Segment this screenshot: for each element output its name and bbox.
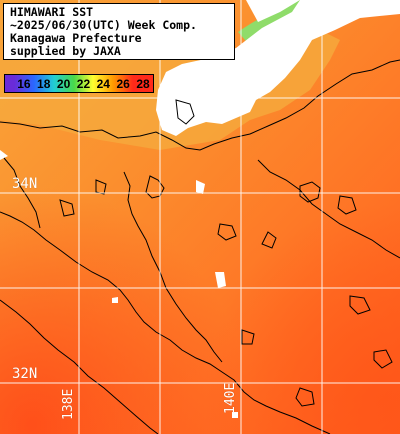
cluster-contour-11 (59, 199, 75, 217)
cluster-contour-12 (95, 179, 107, 195)
land-coast-tip (246, 0, 300, 22)
cluster-contour-6 (175, 99, 195, 125)
title-line-3: Kanagawa Prefecture (10, 31, 142, 45)
cluster-contour-5 (261, 231, 277, 249)
title-line-4: supplied by JAXA (10, 44, 121, 58)
land-island-tiny-2 (232, 412, 238, 418)
land-mainland (156, 0, 400, 136)
scale-step-22: 22 (73, 75, 94, 92)
cluster-contour-10 (241, 329, 255, 345)
scale-step-28: 28 (133, 75, 153, 92)
longitude-label-140e: 140E (223, 382, 238, 414)
title-line-1: HIMAWARI SST (10, 5, 94, 19)
land-island-small (215, 272, 226, 288)
scale-step-24: 24 (93, 75, 114, 92)
cluster-contour-4 (217, 223, 237, 241)
front-contour-main (0, 211, 331, 434)
cluster-contour-9 (295, 387, 315, 407)
longitude-label-138e: 138E (61, 388, 76, 420)
east-contour (257, 159, 400, 259)
latitude-label-32n: 32N (12, 366, 38, 382)
cluster-contour-2 (299, 181, 321, 203)
scale-lead-swatch (5, 75, 14, 92)
latitude-label-34n: 34N (12, 176, 38, 192)
land-island-tiny (112, 297, 118, 303)
west-contour (3, 157, 41, 229)
title-line-2: ~2025/06/30(UTC) Week Comp. (10, 18, 197, 32)
land-izu-peninsula (160, 80, 196, 118)
map-title-box: HIMAWARI SST ~2025/06/30(UTC) Week Comp.… (3, 3, 235, 60)
scale-step-16: 16 (13, 75, 34, 92)
cluster-contour-3 (337, 195, 357, 215)
cluster-contour-8 (373, 349, 393, 369)
scale-step-20: 20 (53, 75, 74, 92)
southern-contour (0, 299, 159, 434)
scale-step-26: 26 (113, 75, 134, 92)
land-island-oshima (196, 180, 205, 194)
temperature-color-scale: 16 18 20 22 24 26 28 (4, 74, 154, 93)
coastline-contour (0, 59, 400, 151)
scale-step-18: 18 (33, 75, 54, 92)
land-west-coast (0, 150, 8, 160)
cluster-contour-7 (349, 295, 371, 315)
